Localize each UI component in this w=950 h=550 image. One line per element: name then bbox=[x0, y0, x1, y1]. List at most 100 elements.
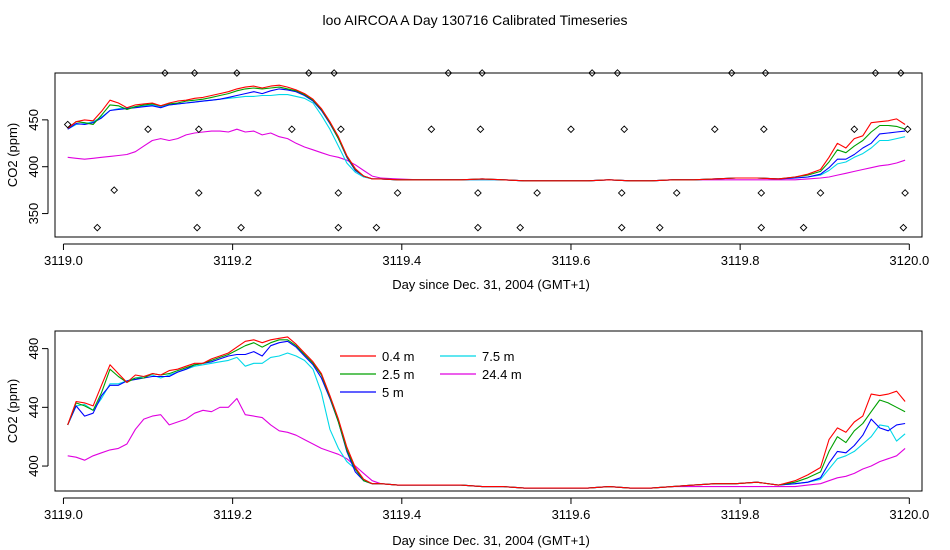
series-line-top-4 bbox=[67, 128, 906, 182]
diamond-marker bbox=[897, 69, 905, 77]
series-line-bottom-0 bbox=[67, 336, 906, 489]
x-tick-label: 3119.6 bbox=[552, 253, 591, 268]
series-line-bottom-2 bbox=[67, 340, 906, 489]
y-tick-label: 400 bbox=[26, 455, 41, 477]
diamond-marker bbox=[761, 69, 770, 77]
diamond-marker bbox=[110, 186, 119, 194]
diamond-marker bbox=[757, 189, 766, 197]
diamond-marker bbox=[474, 189, 482, 197]
diamond-marker bbox=[474, 223, 482, 232]
diamond-marker bbox=[655, 223, 664, 232]
series-line-bottom-4 bbox=[67, 397, 906, 489]
y-tick-label: 440 bbox=[26, 396, 41, 418]
x-axis-bottom: 3119.0 3119.2 3119.4 3119.6 3119.8 3120.0 bbox=[44, 497, 929, 522]
y-axis-bottom: 400 440 480 bbox=[26, 338, 49, 477]
diamond-marker bbox=[871, 69, 880, 77]
diamond-marker bbox=[144, 125, 152, 134]
y-tick-label: 450 bbox=[26, 109, 41, 131]
diamond-marker bbox=[567, 125, 575, 134]
diamond-marker bbox=[330, 69, 338, 77]
diamond-marker bbox=[288, 125, 296, 134]
x-tick-label: 3119.8 bbox=[721, 507, 760, 522]
legend-label-7-5m: 7.5 m bbox=[482, 349, 515, 364]
series-line-top-0 bbox=[67, 84, 906, 182]
x-tick-label: 3120.0 bbox=[889, 507, 929, 522]
diamond-marker bbox=[393, 189, 402, 197]
diamond-marker bbox=[93, 223, 102, 232]
x-tick-label: 3119.2 bbox=[213, 507, 252, 522]
diamond-marker bbox=[63, 120, 72, 129]
x-tick-label: 3119.2 bbox=[213, 253, 252, 268]
y-axis-title-bottom: CO2 (ppm) bbox=[5, 379, 20, 443]
diamond-marker bbox=[237, 223, 245, 232]
diamond-marker bbox=[533, 189, 541, 197]
diamond-marker bbox=[588, 69, 596, 77]
legend-label-5m: 5 m bbox=[382, 385, 404, 400]
diamond-marker bbox=[304, 69, 313, 77]
x-axis-title-top: Day since Dec. 31, 2004 (GMT+1) bbox=[392, 277, 590, 292]
diamond-marker bbox=[672, 189, 681, 197]
diamond-marker bbox=[516, 223, 525, 232]
diamond-marker bbox=[161, 69, 169, 77]
diamond-marker bbox=[816, 189, 825, 197]
legend-label-0-4m: 0.4 m bbox=[382, 349, 415, 364]
x-tick-label: 3119.0 bbox=[44, 507, 83, 522]
diamond-marker bbox=[757, 223, 766, 232]
y-tick-label: 400 bbox=[26, 156, 41, 178]
x-tick-label: 3119.6 bbox=[552, 507, 591, 522]
series-group-top bbox=[67, 84, 906, 182]
diamond-marker bbox=[759, 125, 768, 134]
diamond-marker bbox=[478, 69, 486, 77]
y-axis-title-top: CO2 (ppm) bbox=[5, 123, 20, 187]
x-axis-title-bottom: Day since Dec. 31, 2004 (GMT+1) bbox=[392, 533, 590, 548]
diamond-marker bbox=[613, 69, 622, 77]
diamond-marker bbox=[617, 223, 626, 232]
series-line-top-3 bbox=[67, 94, 906, 182]
x-tick-label: 3120.0 bbox=[889, 253, 929, 268]
series-line-top-2 bbox=[67, 88, 906, 182]
panel-bottom: 3119.0 3119.2 3119.4 3119.6 3119.8 3120.0 400… bbox=[5, 330, 929, 548]
diamond-marker bbox=[194, 125, 203, 134]
series-line-bottom-1 bbox=[67, 339, 906, 489]
diamond-marker bbox=[476, 125, 485, 134]
y-tick-label: 350 bbox=[26, 203, 41, 225]
diamond-marker bbox=[899, 223, 908, 232]
series-line-top-1 bbox=[67, 86, 906, 182]
figure-title: loo AIRCOA A Day 130716 Calibrated Times… bbox=[322, 12, 627, 28]
panel-top: 3119.0 3119.2 3119.4 3119.6 3119.8 3120.0 350… bbox=[5, 69, 929, 292]
diamond-marker bbox=[194, 189, 203, 197]
plot-frame-top bbox=[54, 72, 923, 238]
diamond-marker bbox=[727, 69, 736, 77]
diamond-marker bbox=[190, 69, 199, 77]
y-axis-top: 350 400 450 bbox=[26, 109, 49, 225]
x-tick-label: 3119.8 bbox=[721, 253, 760, 268]
diamond-marker bbox=[444, 69, 453, 77]
x-axis-top: 3119.0 3119.2 3119.4 3119.6 3119.8 3120.0 bbox=[44, 243, 929, 268]
x-tick-label: 3119.4 bbox=[382, 507, 421, 522]
diamond-marker bbox=[901, 189, 909, 197]
diamond-marker bbox=[233, 69, 241, 77]
diamond-marker bbox=[620, 125, 629, 134]
legend-label-24-4m: 24.4 m bbox=[482, 367, 522, 382]
diamond-marker bbox=[617, 189, 626, 197]
diamond-marker bbox=[903, 125, 912, 134]
series-group-bottom bbox=[67, 336, 906, 489]
y-tick-label: 480 bbox=[26, 338, 41, 360]
diamond-marker bbox=[334, 223, 343, 232]
x-tick-label: 3119.0 bbox=[44, 253, 83, 268]
diamond-marker bbox=[850, 125, 859, 134]
legend: 0.4 m 2.5 m 5 m 7.5 m 24.4 m bbox=[340, 349, 522, 400]
diamond-marker bbox=[372, 223, 381, 232]
diamond-marker bbox=[337, 125, 345, 134]
marker-group-top bbox=[63, 69, 912, 232]
legend-label-2-5m: 2.5 m bbox=[382, 367, 415, 382]
diamond-marker bbox=[193, 223, 201, 232]
plot-frame-bottom bbox=[54, 330, 923, 492]
diamond-marker bbox=[334, 189, 343, 197]
diamond-marker bbox=[799, 223, 808, 232]
x-tick-label: 3119.4 bbox=[382, 253, 421, 268]
diamond-marker bbox=[710, 125, 719, 134]
diamond-marker bbox=[254, 189, 262, 197]
diamond-marker bbox=[427, 125, 436, 134]
